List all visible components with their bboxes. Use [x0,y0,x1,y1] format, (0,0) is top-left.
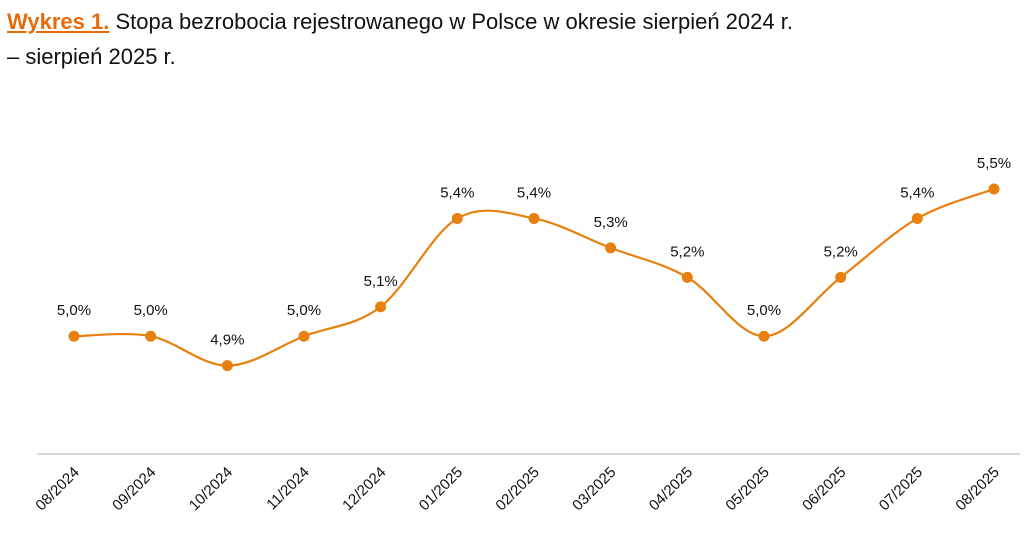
data-point [145,330,157,342]
x-tick-label: 03/2025 [569,464,619,514]
x-tick-label: 02/2025 [492,464,542,514]
chart-title: Wykres 1. Stopa bezrobocia rejestrowaneg… [7,4,1007,74]
data-label: 5,0% [134,302,168,319]
data-point [835,271,847,283]
data-label: 5,0% [747,302,781,319]
x-tick-label: 09/2024 [109,464,159,514]
data-point [221,360,233,372]
data-point [68,330,80,342]
data-point [375,301,387,313]
x-tick-label: 11/2024 [263,464,313,514]
data-point [911,212,923,224]
figure-number: Wykres 1. [7,9,110,34]
data-point [451,212,463,224]
data-label: 5,5% [977,155,1011,172]
data-point [298,330,310,342]
x-tick-label: 01/2025 [416,464,466,514]
x-tick-label: 06/2025 [799,464,849,514]
data-point [605,242,617,254]
data-label: 4,9% [210,332,244,349]
data-label: 5,4% [440,184,474,201]
x-tick-label: 12/2024 [339,464,389,514]
data-label: 5,4% [900,184,934,201]
x-tick-label: 08/2024 [32,464,82,514]
data-label: 5,2% [824,243,858,260]
title-line2: – sierpień 2025 r. [7,44,176,69]
x-tick-label: 10/2024 [186,464,236,514]
data-point [528,212,540,224]
data-point [681,271,693,283]
title-line1: Stopa bezrobocia rejestrowanego w Polsce… [109,9,793,34]
data-label: 5,0% [287,302,321,319]
x-tick-label: 05/2025 [722,464,772,514]
data-label: 5,2% [670,243,704,260]
data-point [758,330,770,342]
x-tick-label: 08/2025 [952,464,1002,514]
data-point [988,183,1000,195]
data-label: 5,3% [594,214,628,231]
data-label: 5,0% [57,302,91,319]
data-label: 5,4% [517,184,551,201]
data-label: 5,1% [364,273,398,290]
x-tick-label: 07/2025 [876,464,926,514]
x-tick-label: 04/2025 [646,464,696,514]
